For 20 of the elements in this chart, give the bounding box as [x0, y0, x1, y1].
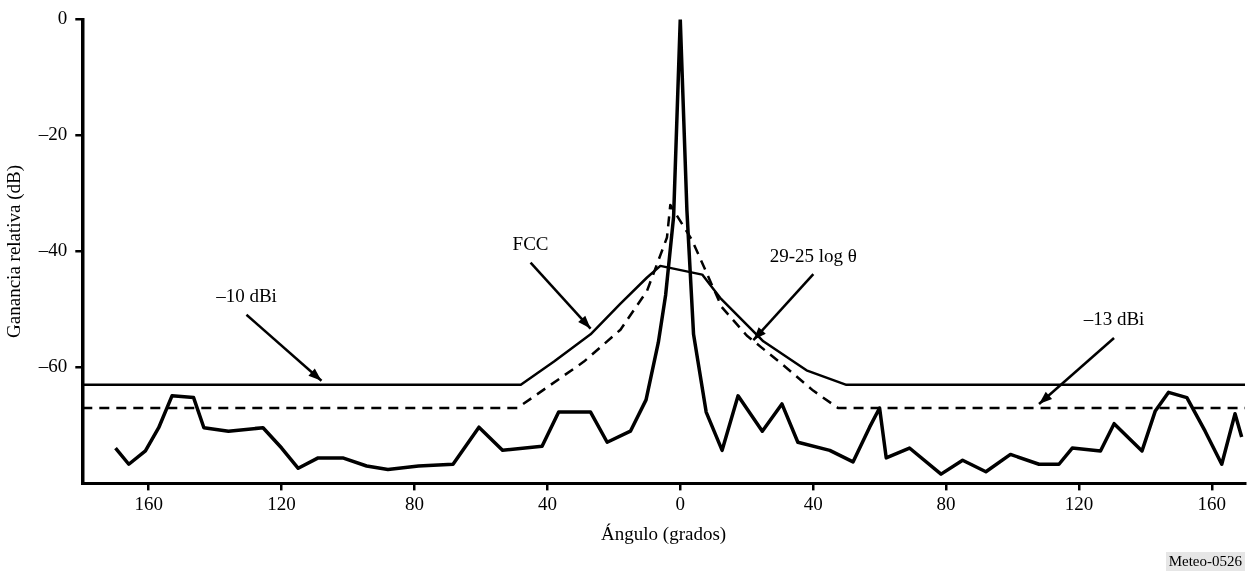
x-tick-label: 160	[134, 492, 163, 514]
y-axis-title: Ganancia relativa (dB)	[3, 164, 26, 338]
x-tick-label: 120	[1064, 492, 1094, 514]
text: Meteo-0526	[1165, 552, 1245, 571]
annotation: FCC	[512, 233, 549, 255]
x-tick-label: 80	[405, 492, 424, 514]
x-axis-title: Ángulo (grados)	[601, 522, 727, 545]
annotation: –10 dBi	[215, 285, 277, 307]
x-tick-label: 120	[267, 492, 296, 514]
y-tick-label: 0	[57, 7, 68, 29]
y-tick-label: –20	[37, 123, 68, 145]
x-tick-label: 0	[675, 492, 686, 514]
annotation: 29-25 log θ	[769, 244, 857, 266]
x-tick-label: 160	[1197, 492, 1227, 514]
x-tick-label: 40	[537, 492, 557, 514]
y-tick-label: –40	[37, 239, 68, 261]
x-tick-label: 80	[936, 492, 956, 514]
annotation: –13 dBi	[1082, 308, 1145, 330]
y-tick-label: –60	[37, 355, 68, 377]
x-tick-label: 40	[803, 492, 823, 514]
